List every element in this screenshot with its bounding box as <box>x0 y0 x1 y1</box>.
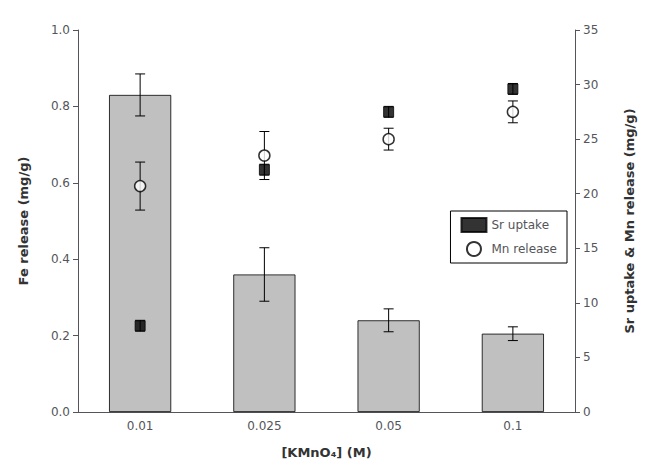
svg-text:Sr uptake: Sr uptake <box>491 218 549 232</box>
svg-text:0.1: 0.1 <box>503 419 522 433</box>
svg-text:Sr uptake & Mn release (mg/g): Sr uptake & Mn release (mg/g) <box>622 108 637 333</box>
svg-text:0.6: 0.6 <box>51 176 70 190</box>
svg-text:0.8: 0.8 <box>51 99 70 113</box>
svg-text:0.2: 0.2 <box>51 329 70 343</box>
svg-text:1.0: 1.0 <box>51 23 70 37</box>
svg-text:20: 20 <box>583 187 598 201</box>
svg-text:15: 15 <box>583 241 598 255</box>
svg-text:Fe release (mg/g): Fe release (mg/g) <box>16 157 31 286</box>
svg-text:[KMnO₄] (M): [KMnO₄] (M) <box>281 445 371 460</box>
svg-text:35: 35 <box>583 23 598 37</box>
svg-text:0.4: 0.4 <box>51 252 70 266</box>
svg-text:10: 10 <box>583 296 598 310</box>
svg-text:0.01: 0.01 <box>127 419 154 433</box>
svg-text:0.05: 0.05 <box>375 419 402 433</box>
svg-text:0.025: 0.025 <box>247 419 281 433</box>
svg-text:0.0: 0.0 <box>51 405 70 419</box>
svg-text:25: 25 <box>583 132 598 146</box>
svg-text:0: 0 <box>583 405 591 419</box>
svg-text:5: 5 <box>583 350 591 364</box>
svg-text:Mn release: Mn release <box>491 242 557 256</box>
svg-text:30: 30 <box>583 78 598 92</box>
